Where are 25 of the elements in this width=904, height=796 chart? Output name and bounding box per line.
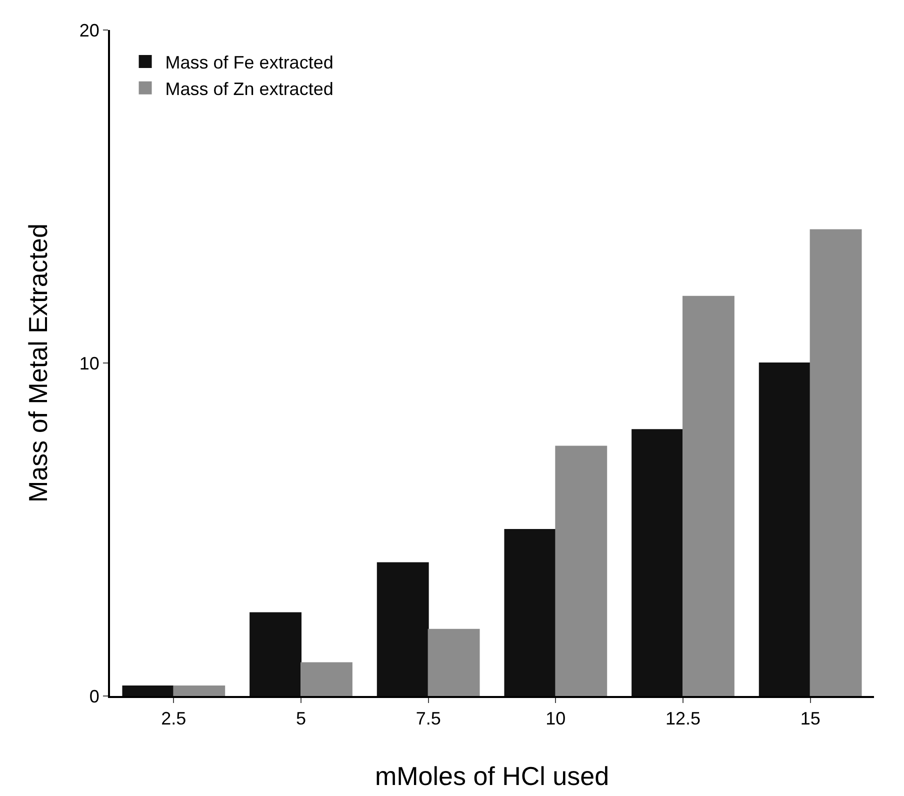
bar: [504, 529, 556, 696]
bar: [555, 446, 608, 696]
x-tick-label: 2.5: [161, 708, 186, 729]
x-tick-label: 12.5: [665, 708, 701, 729]
bar: [758, 362, 811, 696]
bar: [300, 662, 352, 696]
bar: [632, 429, 684, 696]
y-tick-label: 10: [79, 353, 100, 374]
bar: [682, 296, 734, 696]
bar: [376, 562, 429, 696]
bar: [122, 686, 174, 696]
x-tick-label: 7.5: [416, 708, 441, 729]
x-tick-label: 5: [296, 708, 306, 729]
y-axis-title: Mass of Metal Extracted: [23, 224, 53, 502]
x-tick-label: 15: [800, 708, 820, 729]
bar: [810, 229, 862, 696]
legend-label: Mass of Zn extracted: [165, 78, 334, 99]
bar: [173, 686, 226, 696]
bar: [428, 628, 480, 696]
legend-label: Mass of Fe extracted: [165, 52, 334, 73]
x-tick-label: 10: [546, 708, 566, 729]
bar: [250, 612, 302, 696]
y-tick-label: 0: [89, 686, 100, 706]
x-axis-title: mMoles of HCl used: [374, 761, 610, 791]
y-tick-label: 20: [79, 20, 100, 40]
